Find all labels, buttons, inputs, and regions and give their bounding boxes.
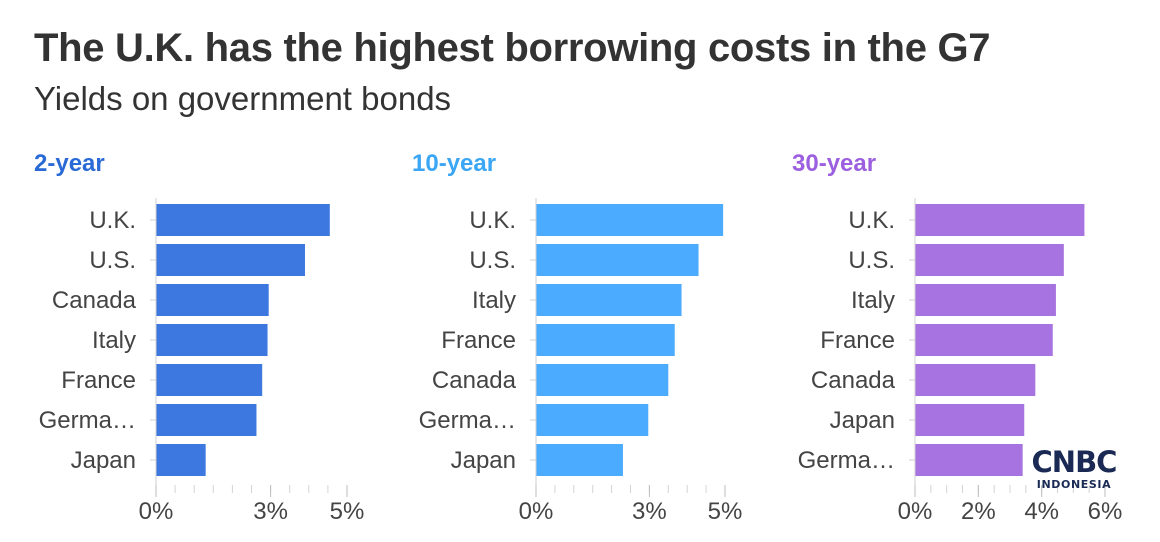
bar-italy	[915, 284, 1056, 316]
chart-title: The U.K. has the highest borrowing costs…	[34, 26, 991, 70]
bar-canada	[536, 364, 669, 396]
bar-france	[156, 364, 263, 396]
category-label: Japan	[71, 447, 136, 474]
chart-subtitle: Yields on government bonds	[34, 80, 452, 117]
category-label: Germa…	[798, 447, 895, 474]
bar-canada	[915, 364, 1036, 396]
axis-tick-label: 2%	[961, 498, 996, 525]
bar-japan	[156, 444, 206, 476]
category-label: Canada	[52, 287, 137, 314]
axis-tick-label: 6%	[1088, 498, 1123, 525]
bar-italy	[536, 284, 682, 316]
category-label: U.K.	[469, 207, 516, 234]
bar-japan	[915, 404, 1025, 436]
axis-tick-label: 0%	[898, 498, 933, 525]
category-label: Canada	[811, 367, 896, 394]
category-label: U.K.	[848, 207, 895, 234]
panel-title-2-year: 2-year	[34, 150, 105, 177]
bar-italy	[156, 324, 268, 356]
bar-germa	[536, 404, 649, 436]
category-label: Japan	[451, 447, 516, 474]
category-label: Japan	[830, 407, 895, 434]
axis-tick-label: 0%	[519, 498, 554, 525]
bar-uk	[536, 204, 724, 236]
bar-france	[536, 324, 675, 356]
bar-canada	[156, 284, 269, 316]
bar-germa	[915, 444, 1023, 476]
bar-germa	[156, 404, 257, 436]
panel-title-30-year: 30-year	[792, 150, 877, 177]
category-label: France	[441, 327, 516, 354]
axis-tick-label: 3%	[253, 498, 288, 525]
category-label: Germa…	[419, 407, 516, 434]
category-label: U.S.	[89, 247, 136, 274]
axis-tick-label: 5%	[330, 498, 365, 525]
axis-tick-label: 3%	[632, 498, 667, 525]
category-label: Germa…	[39, 407, 136, 434]
bar-us	[156, 244, 305, 276]
category-label: Canada	[432, 367, 517, 394]
category-label: Italy	[92, 327, 136, 354]
logo-main-text: CNBC	[1031, 445, 1118, 479]
category-label: Italy	[472, 287, 516, 314]
category-label: Italy	[851, 287, 895, 314]
category-label: France	[61, 367, 136, 394]
category-label: U.K.	[89, 207, 136, 234]
category-label: U.S.	[848, 247, 895, 274]
logo-sub-text: INDONESIA	[1036, 478, 1112, 491]
bar-japan	[536, 444, 623, 476]
bar-uk	[915, 204, 1085, 236]
bar-us	[536, 244, 699, 276]
panel-title-10-year: 10-year	[412, 150, 497, 177]
bar-france	[915, 324, 1053, 356]
category-label: U.S.	[469, 247, 516, 274]
axis-tick-label: 4%	[1024, 498, 1059, 525]
category-label: France	[820, 327, 895, 354]
axis-tick-label: 0%	[139, 498, 174, 525]
bar-us	[915, 244, 1064, 276]
bar-uk	[156, 204, 330, 236]
cnbc-indonesia-logo: CNBC INDONESIA	[1024, 445, 1124, 491]
axis-tick-label: 5%	[708, 498, 743, 525]
